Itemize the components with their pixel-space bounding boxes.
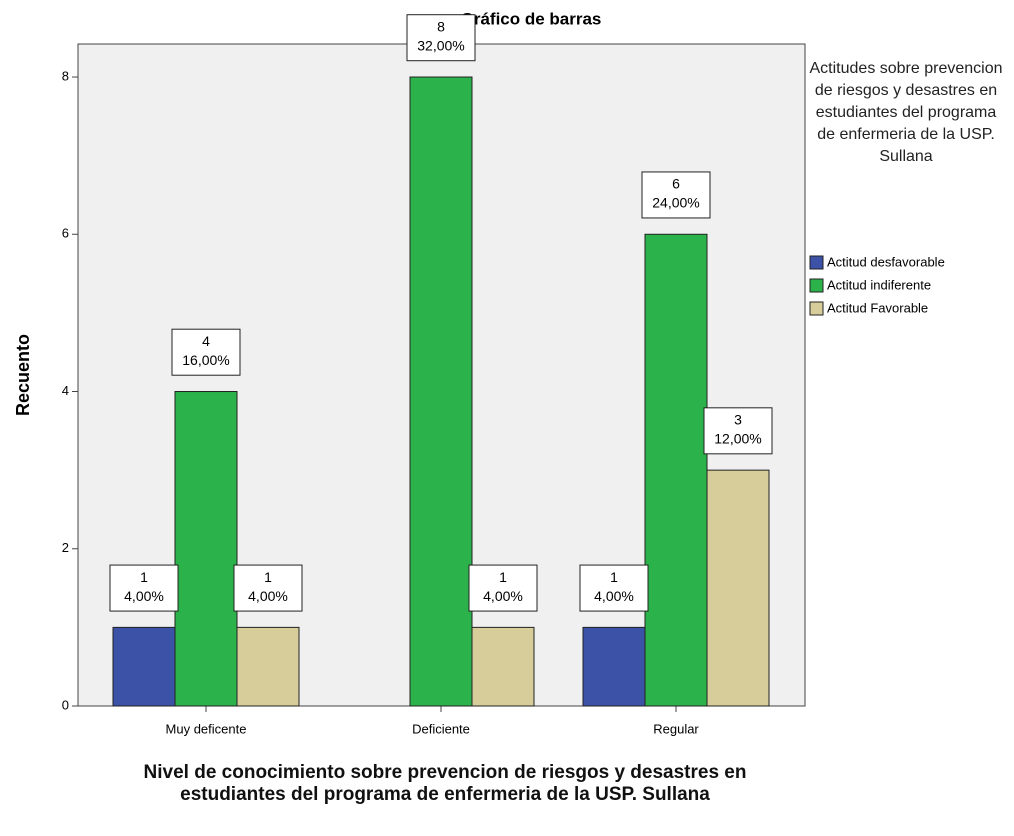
x-axis-title: Nivel de conocimiento sobre prevencion d… xyxy=(143,762,747,805)
data-label-percent: 24,00% xyxy=(652,195,699,211)
y-tick-label: 6 xyxy=(62,226,69,241)
data-label: 8 32,00% xyxy=(406,14,476,62)
legend-label: Actitud desfavorable xyxy=(827,254,945,269)
data-label-box xyxy=(468,564,538,612)
legend-swatch xyxy=(809,255,824,270)
y-tick-label: 8 xyxy=(62,68,69,83)
bar xyxy=(471,626,535,707)
data-label-percent: 4,00% xyxy=(483,588,523,604)
data-label-box xyxy=(171,328,241,376)
data-label-box xyxy=(579,564,649,612)
data-label-percent: 4,00% xyxy=(124,588,164,604)
legend-swatch xyxy=(809,301,824,316)
data-label: 4 16,00% xyxy=(171,328,241,376)
bar xyxy=(644,233,708,707)
y-tick-label: 2 xyxy=(62,540,69,555)
data-label-box xyxy=(641,171,711,219)
data-label: 3 12,00% xyxy=(703,407,773,455)
bar xyxy=(582,626,646,707)
data-label: 1 4,00% xyxy=(579,564,649,612)
y-tick-label: 4 xyxy=(62,383,69,398)
x-tick-label: Muy deficente xyxy=(166,721,247,736)
data-label-count: 4 xyxy=(202,333,210,349)
data-label-box xyxy=(109,564,179,612)
data-label-count: 6 xyxy=(672,176,680,192)
data-label-count: 8 xyxy=(437,18,445,34)
y-tick-label: 0 xyxy=(62,697,69,712)
data-label: 6 24,00% xyxy=(641,171,711,219)
data-label-count: 1 xyxy=(140,569,148,585)
legend-swatch xyxy=(809,278,824,293)
legend-title: Actitudes sobre prevencion de riesgos y … xyxy=(809,60,1003,165)
bar xyxy=(706,469,770,707)
data-label-count: 1 xyxy=(499,569,507,585)
data-label-box xyxy=(703,407,773,455)
data-label-percent: 12,00% xyxy=(714,431,761,447)
data-label-box xyxy=(233,564,303,612)
data-label-percent: 16,00% xyxy=(182,352,229,368)
data-label-percent: 4,00% xyxy=(248,588,288,604)
x-tick-label: Deficiente xyxy=(412,721,470,736)
data-label-box xyxy=(406,14,476,62)
data-label: 1 4,00% xyxy=(468,564,538,612)
data-label-count: 1 xyxy=(610,569,618,585)
legend-label: Actitud indiferente xyxy=(827,277,931,292)
bar xyxy=(236,626,300,707)
data-label: 1 4,00% xyxy=(109,564,179,612)
chart-title: Gráfico de barras xyxy=(461,9,602,28)
bar xyxy=(174,391,238,707)
data-label: 1 4,00% xyxy=(233,564,303,612)
data-label-percent: 4,00% xyxy=(594,588,634,604)
data-label-count: 3 xyxy=(734,412,742,428)
bar xyxy=(409,76,473,707)
data-label-count: 1 xyxy=(264,569,272,585)
x-tick-label: Regular xyxy=(653,721,699,736)
y-axis-title: Recuento xyxy=(13,334,33,416)
legend-label: Actitud Favorable xyxy=(827,300,928,315)
data-label-percent: 32,00% xyxy=(417,37,464,53)
bar xyxy=(112,626,176,707)
